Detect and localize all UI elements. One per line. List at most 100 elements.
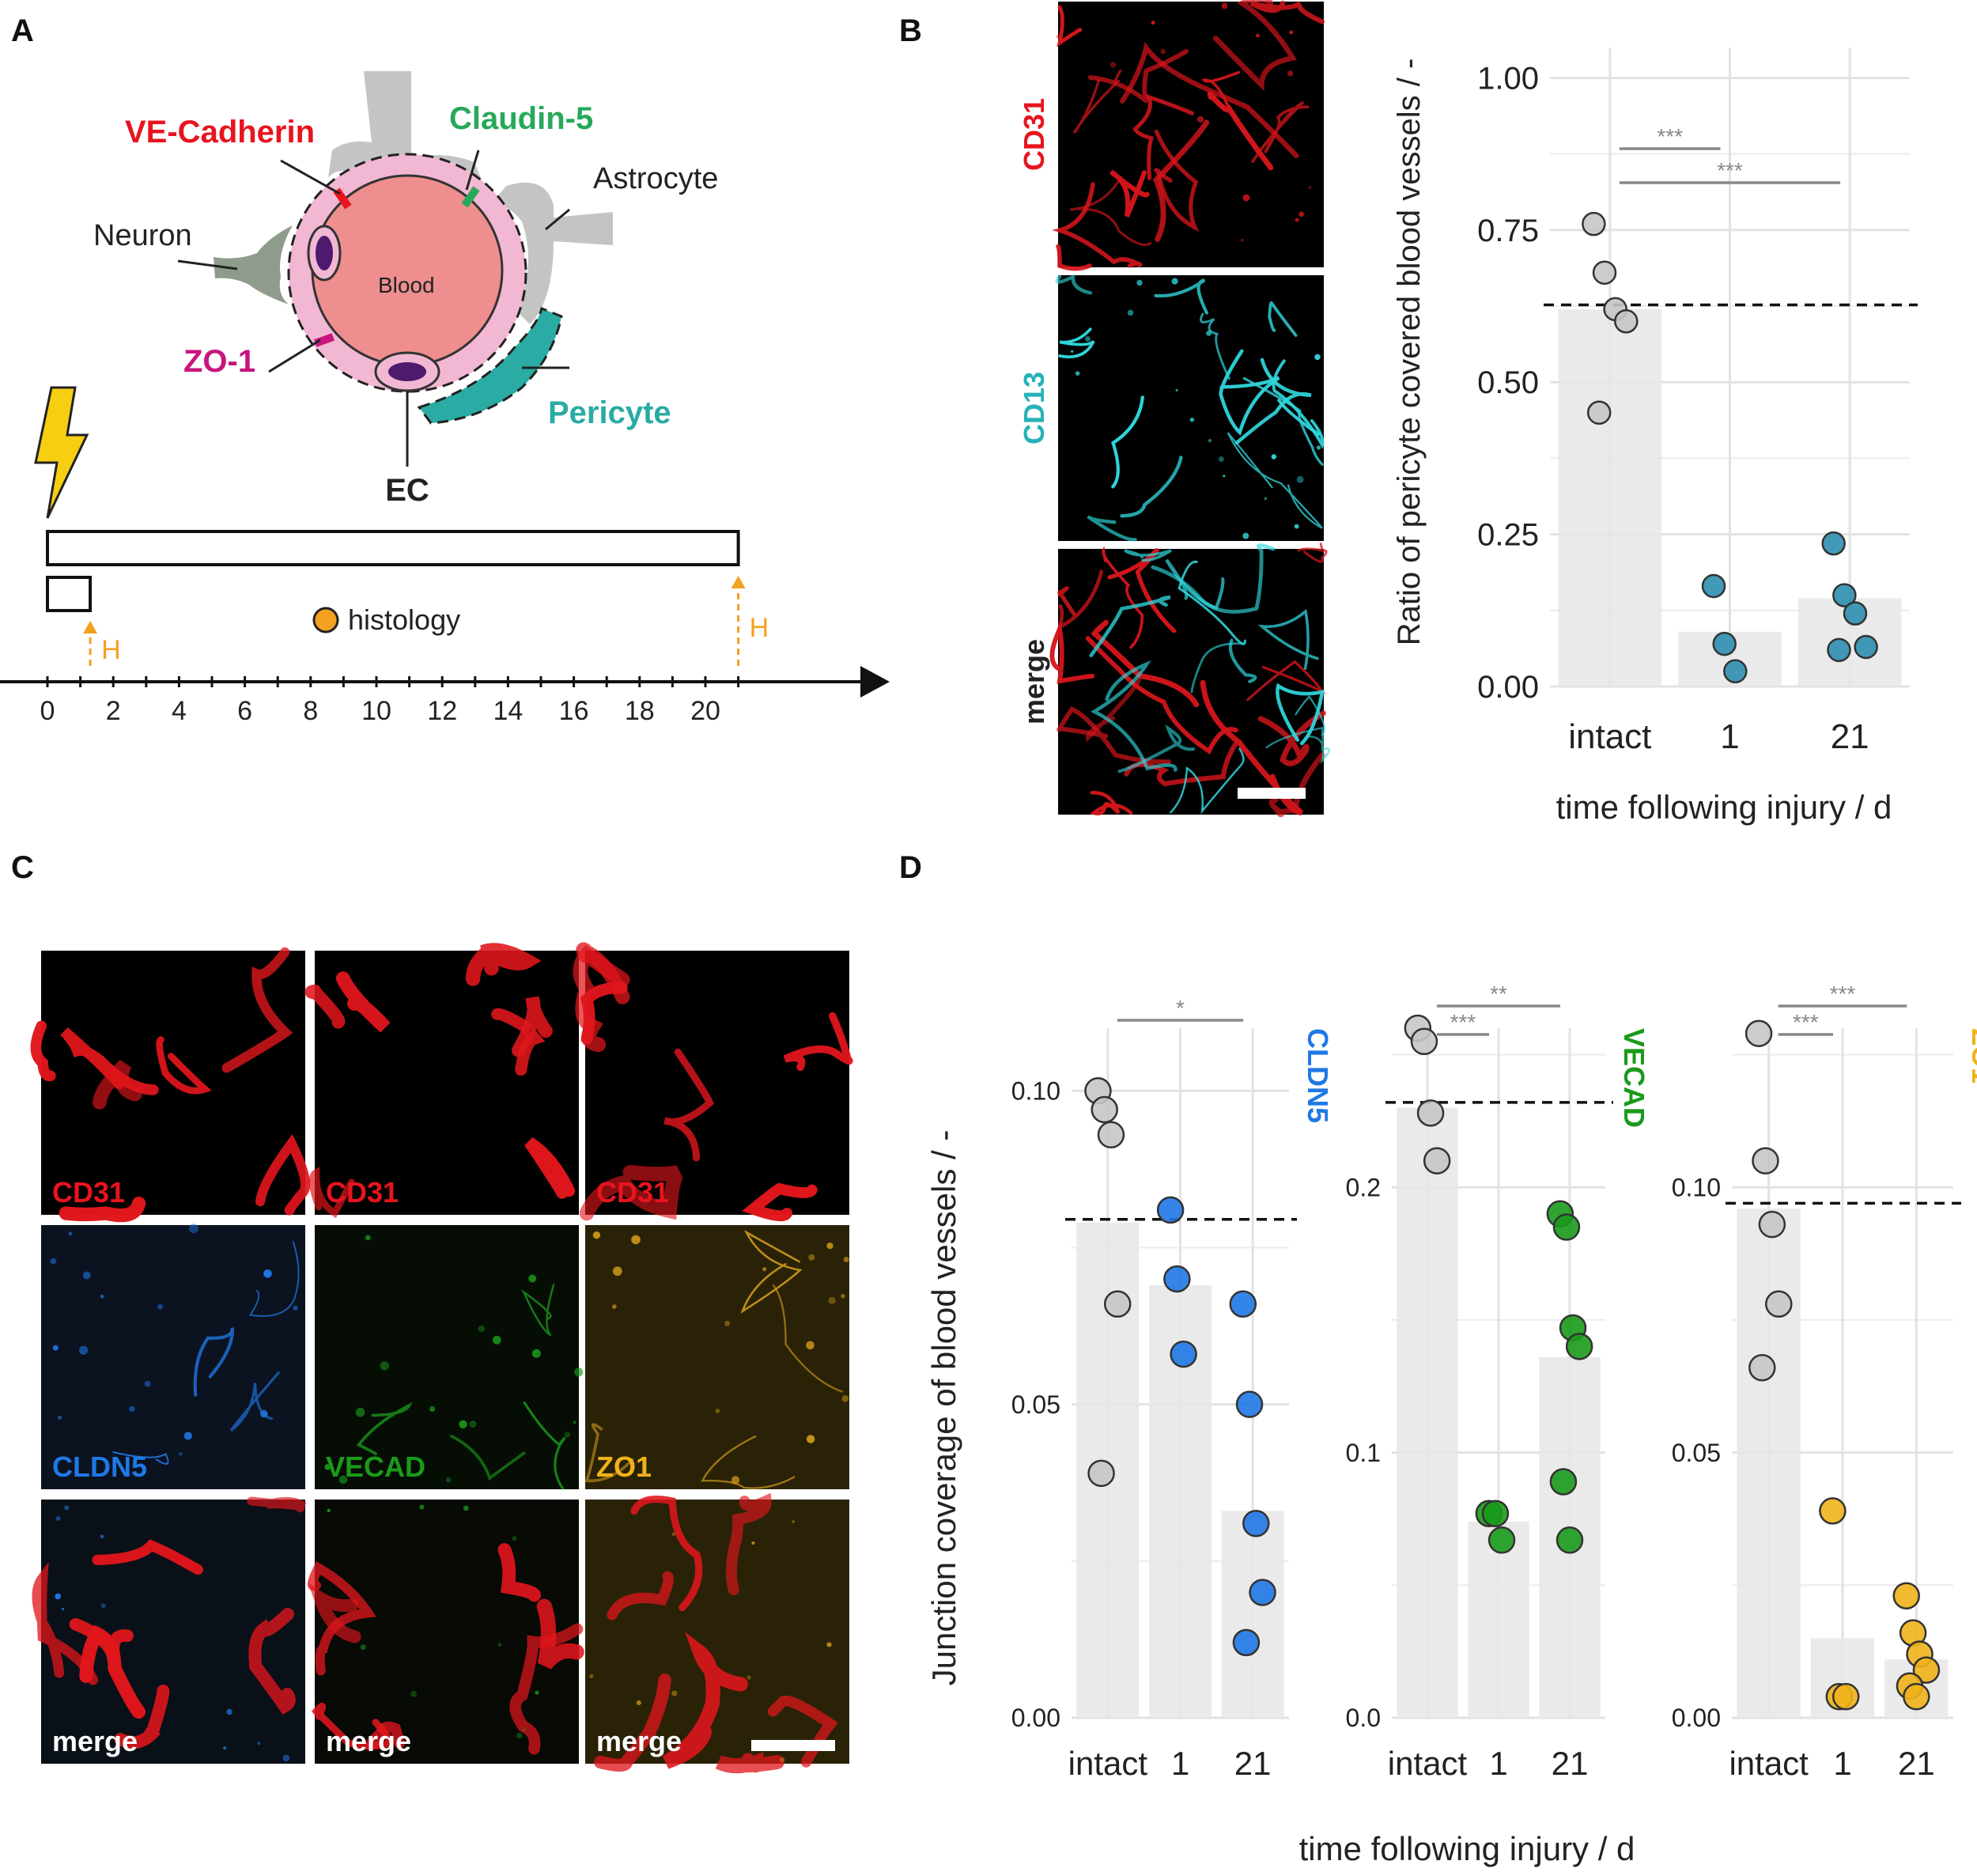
data-point: [1481, 1500, 1510, 1528]
lightning-icon: [34, 386, 89, 519]
cd31-signal: [1207, 91, 1274, 171]
data-point: [1903, 1682, 1930, 1711]
cd13-signal: [1154, 278, 1209, 315]
data-point: [1549, 1468, 1578, 1496]
junction-signal: [78, 1345, 89, 1355]
b-xlabel: time following injury / d: [1556, 789, 1892, 826]
junction-signal: [324, 1464, 331, 1470]
x-tick-label: 1: [1833, 1745, 1851, 1782]
cd31-signal: [662, 1632, 748, 1769]
cd13-signal: [1111, 395, 1144, 489]
junction-signal: [68, 1231, 73, 1236]
cd13-signal: [1271, 454, 1277, 460]
cd13-signal: [1208, 439, 1212, 443]
timeline-tick-label: 0: [40, 696, 55, 726]
timeline-tick-label: 6: [237, 696, 252, 726]
cd13-signal: [1171, 278, 1178, 285]
junction-signal: [671, 1532, 675, 1536]
significance-label: **: [1490, 981, 1507, 1006]
panel-c-micrographs: CD31 CLDN5 merge CD31 VECAD merge CD31 ZO1 merge: [30, 942, 853, 1774]
junction-signal: [512, 1536, 517, 1541]
cd31-signal: [311, 1702, 395, 1750]
cd31-signal: [1109, 169, 1150, 217]
junction-signal: [497, 1643, 502, 1647]
cd13-signal: [1175, 388, 1178, 391]
cd31-signal: [512, 996, 553, 1057]
data-point: [1843, 601, 1868, 626]
cd31-signal: [221, 947, 293, 1073]
data-point: [1592, 260, 1617, 285]
cd13-signal: [1087, 515, 1137, 542]
micrograph-background: [315, 1500, 579, 1764]
histology-marker-label: H: [101, 635, 121, 665]
junction-signal: [564, 1432, 570, 1438]
label-blood: Blood: [378, 273, 435, 297]
cd31-signal: [32, 1561, 99, 1685]
x-tick-label: 21: [1898, 1745, 1935, 1782]
junction-signal: [806, 1435, 815, 1443]
data-point: [1827, 637, 1851, 663]
b-micrograph-label: merge: [1018, 639, 1050, 724]
panel-letter-c: C: [11, 850, 34, 885]
cd31-signal: [1308, 186, 1312, 190]
neuron-shape: [214, 225, 293, 304]
cd31-signal: [630, 1496, 703, 1612]
junction-signal: [469, 1420, 477, 1428]
significance-label: ***: [1793, 1010, 1819, 1034]
cd13-signal: [1127, 309, 1134, 316]
cd13-signal: [1055, 274, 1093, 295]
histology-legend-dot: [312, 607, 339, 634]
junction-signal: [226, 1708, 232, 1715]
junction-signal: [429, 1405, 436, 1413]
cd31-signal: [1102, 546, 1144, 649]
cd31-signal: [465, 943, 542, 986]
cd13-signal: [1314, 354, 1321, 361]
label-claudin5: Claudin-5: [449, 101, 593, 136]
timeline-tick-label: 14: [493, 696, 523, 726]
junction-signal: [740, 1229, 803, 1314]
chart-b: 0.00 0.25 0.50 0.75 1.00 intact 1 21 *** ***: [1477, 47, 1918, 756]
cd13-signal: [1268, 301, 1298, 337]
data-point: [1701, 573, 1726, 599]
timeline-tick-label: 8: [303, 696, 318, 726]
series-label: VECAD: [1618, 1028, 1650, 1128]
x-tick-label: intact: [1729, 1745, 1809, 1782]
data-point: [1758, 1210, 1786, 1239]
cd13-signal: [1178, 560, 1246, 645]
y-tick-label: 0.25: [1477, 518, 1539, 553]
x-tick-label: 21: [1234, 1745, 1272, 1782]
junction-signal: [100, 1295, 104, 1299]
cd31-signal: [92, 1539, 203, 1575]
astrocyte-shape: [328, 71, 613, 324]
cd31-signal: [1289, 30, 1294, 35]
junction-signal: [701, 1435, 796, 1489]
junction-signal: [193, 1327, 234, 1397]
cd31-signal: [1089, 791, 1133, 815]
cd31-signal: [307, 1561, 377, 1676]
cd31-signal: [783, 1012, 853, 1072]
junction-signal: [157, 1303, 163, 1310]
timeline-tick-label: 2: [106, 696, 121, 726]
junction-signal: [100, 1603, 106, 1609]
junction-signal: [828, 1296, 836, 1304]
c-micrograph-tile: merge: [32, 1496, 307, 1764]
x-tick-label: intact: [1068, 1745, 1148, 1782]
cd31-signal: [580, 981, 628, 1045]
c-micrograph-label: CD31: [596, 1176, 669, 1208]
cd13-signal: [1170, 747, 1245, 815]
data-point: [1163, 1265, 1191, 1293]
c-micrograph-tile: merge: [307, 1500, 584, 1764]
cd31-signal: [69, 1617, 134, 1662]
cd31-signal: [1242, 194, 1250, 202]
cd13-signal: [1151, 543, 1276, 614]
timeline-tick-label: 4: [172, 696, 187, 726]
junction-signal: [478, 1325, 486, 1333]
y-tick-label: 0.05: [1672, 1439, 1721, 1467]
junction-signal: [144, 1380, 151, 1387]
cd31-signal: [1160, 48, 1166, 55]
junction-signal: [223, 1746, 227, 1750]
junction-signal: [535, 1690, 539, 1695]
data-point: [1097, 1121, 1125, 1149]
junction-signal: [631, 1235, 641, 1245]
cd31-signal: [1257, 710, 1326, 766]
